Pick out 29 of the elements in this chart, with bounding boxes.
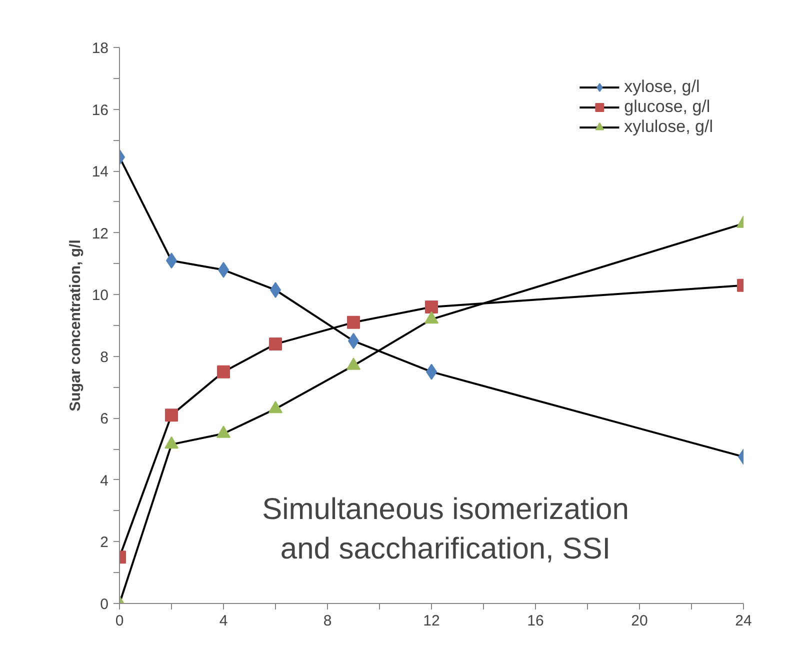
point bbox=[216, 426, 230, 438]
x-tick-label: 0 bbox=[115, 612, 124, 630]
x-tick-label: 4 bbox=[219, 612, 228, 630]
y-tick-label: 6 bbox=[100, 410, 108, 428]
x-tick-label: 16 bbox=[527, 612, 544, 630]
legend-label: xylose, g/l bbox=[624, 77, 700, 97]
point bbox=[165, 408, 178, 422]
point bbox=[425, 300, 438, 314]
point bbox=[347, 316, 360, 329]
x-tick-label: 24 bbox=[735, 612, 752, 630]
point bbox=[164, 436, 178, 449]
y-tick-label: 10 bbox=[92, 287, 109, 304]
x-tick-label: 20 bbox=[631, 612, 648, 630]
legend-label: glucose, g/l bbox=[624, 97, 710, 117]
y-tick-label: 12 bbox=[92, 225, 109, 242]
x-tick-label: 8 bbox=[323, 612, 332, 630]
y-axis-title: Sugar concentration, g/l bbox=[66, 240, 84, 412]
y-tick-label: 14 bbox=[92, 164, 109, 181]
y-tick-label: 4 bbox=[100, 472, 108, 490]
x-tick-label: 12 bbox=[423, 612, 440, 630]
y-tick-label: 0 bbox=[100, 596, 108, 613]
legend-label: xylulose, g/l bbox=[624, 117, 713, 137]
point bbox=[269, 338, 282, 351]
y-tick-label: 2 bbox=[100, 534, 108, 552]
y-tick-label: 16 bbox=[92, 102, 109, 119]
annotation: Simultaneous isomerization and saccharification, SSI bbox=[262, 492, 629, 566]
y-tick-label: 18 bbox=[92, 40, 109, 57]
y-tick-label: 8 bbox=[100, 348, 108, 366]
point bbox=[217, 365, 230, 378]
